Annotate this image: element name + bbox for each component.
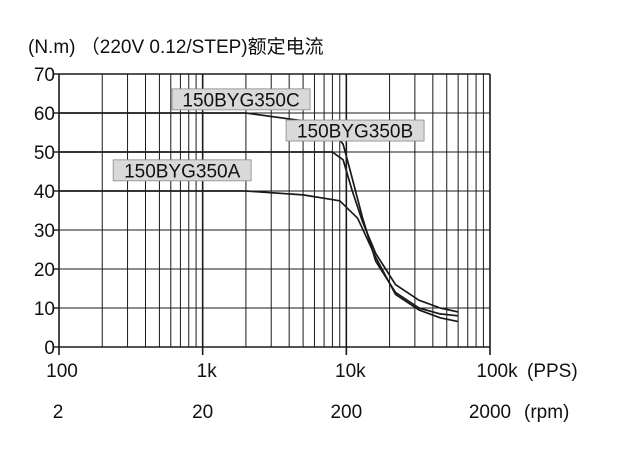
x-tick-label-rpm: 2 [53,402,64,423]
series-label-box [112,159,252,182]
series-label: 150BYG350C [171,88,311,111]
x-tick-label-rpm: 20 [192,402,213,423]
x-axis-rpm-unit: (rpm) [524,402,569,423]
y-axis-ticks: 0 10 20 30 40 50 60 70 [34,65,55,359]
series-label: 150BYG350A [112,159,252,182]
chart-grid [54,73,491,355]
series-label-text: 150BYG350A [124,161,241,182]
y-tick-label: 10 [34,299,55,320]
series-line [59,112,459,317]
series-labels: 150BYG350C 150BYG350B 150BYG350A [112,88,425,182]
x-tick-label-rpm: 2000 [469,402,511,423]
x-axis-pps-ticks: 100 1k 10k 100k [46,361,518,382]
series-label-box [171,88,311,111]
x-tick-label-pps: 100k [476,361,518,382]
x-axis-rpm-ticks: 2 20 200 2000 [53,402,511,423]
chart-curves [59,112,459,323]
y-tick-label: 70 [34,65,55,86]
x-tick-label-rpm: 200 [330,402,362,423]
x-tick-label-pps: 10k [335,361,366,382]
y-tick-label: 60 [34,104,55,125]
chart-title: (N.m) （220V 0.12/STEP)额定电流 [28,36,324,58]
y-tick-label: 40 [34,182,55,203]
y-tick-label: 30 [34,221,55,242]
y-tick-label: 20 [34,260,55,281]
series-label: 150BYG350B [285,119,425,143]
series-label-box [285,119,425,142]
y-tick-label: 50 [34,143,55,164]
x-tick-label-pps: 100 [46,361,78,382]
series-line [59,190,459,323]
series-line [59,151,459,313]
series-label-text: 150BYG350B [297,122,413,143]
x-tick-label-pps: 1k [197,361,218,382]
x-axis-pps-unit: (PPS) [527,361,578,382]
series-label-text: 150BYG350C [182,90,299,111]
y-tick-label: 0 [44,338,55,359]
